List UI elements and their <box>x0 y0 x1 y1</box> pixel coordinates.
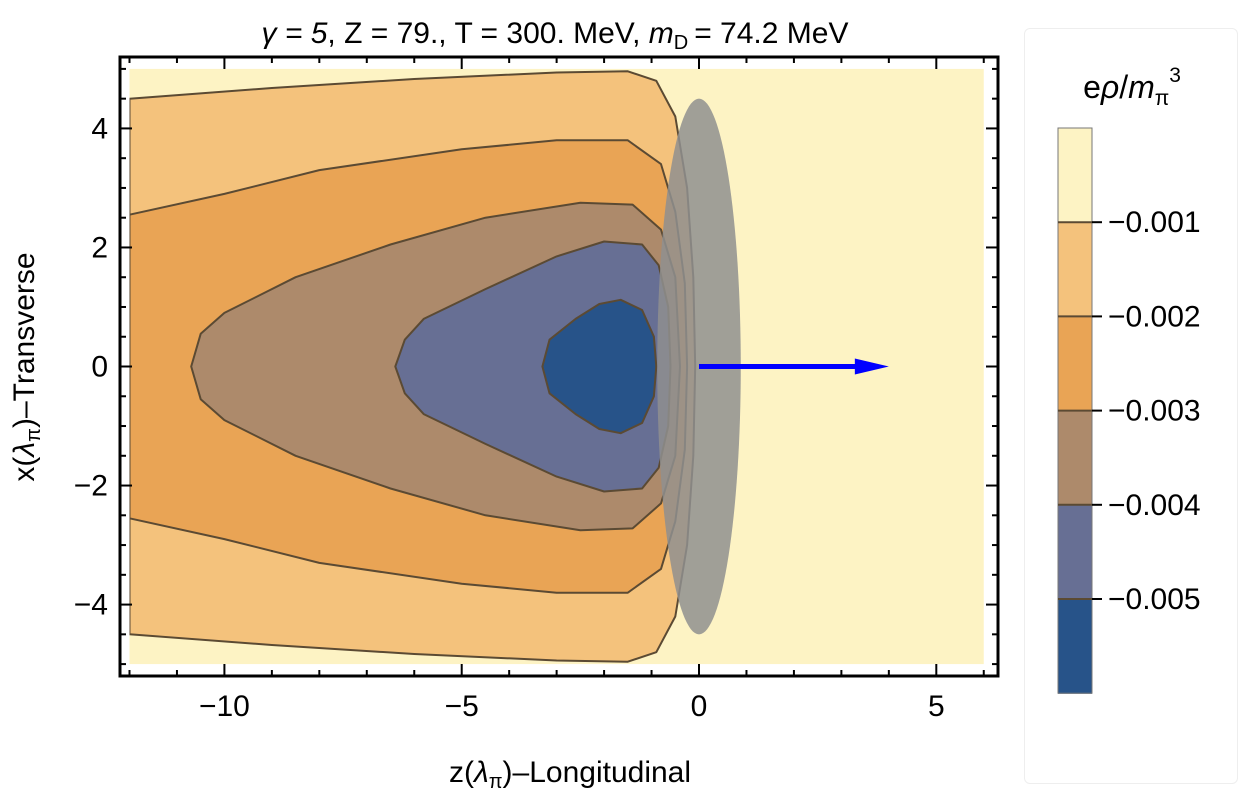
plot-area <box>129 68 984 665</box>
title-t: T = 300. MeV <box>454 17 634 50</box>
x-axis-label: z(λπ)–Longitudinal <box>449 756 691 793</box>
legend-tick-label: −0.005 <box>1108 583 1201 616</box>
title-md-sub: D <box>674 32 688 54</box>
x-tick-label: 5 <box>928 690 945 723</box>
contour-region-5 <box>541 298 658 435</box>
x-tick-label: 0 <box>691 690 708 723</box>
x-axis-ticks: −10 −5 0 5 <box>128 57 985 723</box>
contour-layer <box>129 70 697 663</box>
y-tick-label: 4 <box>91 112 108 145</box>
y-tick-label: 2 <box>91 231 108 264</box>
title-md-value: = 74.2 MeV <box>694 17 848 50</box>
y-axis-label: x(λπ)–Transverse <box>8 252 45 481</box>
title-md-symbol: m <box>649 17 674 50</box>
nucleus-ellipse <box>657 98 741 635</box>
legend-tick-label: −0.002 <box>1108 300 1201 333</box>
x-tick-label: −5 <box>445 690 479 723</box>
chart-title: γ = 5, Z = 79., T = 300. MeV, mD = 74.2 M… <box>262 17 849 54</box>
legend-tick-label: −0.001 <box>1108 206 1201 239</box>
y-axis-ticks: −4 −2 0 2 4 <box>74 67 998 666</box>
legend-swatch-3 <box>1058 316 1092 412</box>
title-gamma: γ = 5 <box>262 17 328 50</box>
x-tick-label: −10 <box>199 690 250 723</box>
legend-swatch-6 <box>1058 599 1092 694</box>
legend-swatch-4 <box>1058 410 1092 506</box>
y-tick-label: 0 <box>91 351 108 384</box>
legend-swatch-5 <box>1058 504 1092 600</box>
velocity-arrow-head <box>854 358 889 375</box>
legend: eρ/mπ3 −0.001 −0.002 −0.003 −0.004 −0.005 <box>1057 64 1201 694</box>
legend-tick-label: −0.003 <box>1108 395 1201 428</box>
y-tick-label: −2 <box>74 470 108 503</box>
legend-swatch-1 <box>1058 128 1092 223</box>
legend-ticks: −0.001 −0.002 −0.003 −0.004 −0.005 <box>1092 206 1201 616</box>
legend-title: eρ/mπ3 <box>1083 64 1181 110</box>
legend-tick-label: −0.004 <box>1108 489 1201 522</box>
title-z: Z = 79. <box>344 17 438 50</box>
y-tick-label: −4 <box>74 589 108 622</box>
legend-colorbar <box>1057 127 1093 694</box>
legend-swatch-2 <box>1058 222 1092 317</box>
